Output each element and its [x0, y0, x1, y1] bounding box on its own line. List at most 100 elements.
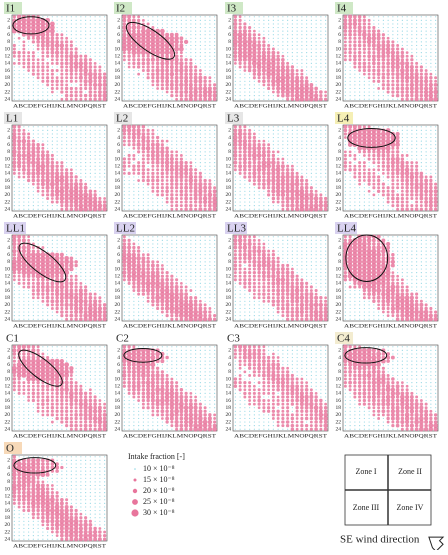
dot: [368, 26, 371, 29]
dot: [137, 58, 140, 61]
dot: [243, 146, 247, 150]
dot: [286, 168, 290, 172]
y-tick-label: 22: [115, 89, 121, 95]
dot: [262, 186, 265, 189]
dot: [254, 191, 255, 192]
dot: [75, 282, 78, 285]
dot: [208, 97, 212, 101]
dot: [199, 90, 203, 94]
dot: [142, 58, 146, 62]
dot: [133, 187, 134, 188]
dot: [306, 63, 307, 64]
dot: [129, 176, 130, 177]
dot: [141, 146, 145, 150]
dot: [137, 150, 140, 153]
dot: [248, 33, 252, 37]
dot: [369, 95, 370, 96]
dot: [80, 48, 81, 49]
dot: [165, 83, 169, 87]
dot: [387, 190, 390, 193]
dot: [369, 166, 370, 167]
dot: [80, 258, 81, 259]
dot: [268, 198, 269, 199]
dot: [306, 166, 307, 167]
dot: [388, 126, 389, 127]
dot: [345, 191, 346, 192]
dot: [350, 63, 351, 64]
dot: [27, 132, 30, 135]
dot: [61, 130, 62, 131]
dot: [146, 69, 150, 73]
dot: [176, 251, 177, 252]
dot: [262, 65, 266, 69]
dot: [186, 133, 187, 134]
dot: [301, 66, 302, 67]
dot: [57, 91, 58, 92]
dot: [90, 31, 91, 32]
dot: [350, 88, 351, 89]
dot: [297, 48, 298, 49]
dot: [184, 207, 188, 211]
zone-label: Zone I: [355, 467, 376, 476]
dot: [180, 282, 183, 285]
dot: [364, 187, 365, 188]
dot: [369, 81, 370, 82]
dot: [410, 79, 414, 83]
dot: [205, 27, 206, 28]
dot: [186, 279, 187, 280]
dot: [233, 22, 237, 26]
dot: [382, 69, 385, 72]
dot: [382, 40, 386, 44]
dot: [362, 32, 367, 37]
dot: [80, 38, 81, 39]
dot: [287, 52, 288, 53]
dot: [372, 47, 375, 50]
dot: [56, 83, 59, 86]
dot: [137, 179, 140, 182]
dot: [46, 150, 49, 153]
dot: [176, 243, 177, 244]
dot: [388, 184, 389, 185]
dot: [235, 81, 236, 82]
dot: [368, 183, 371, 186]
dot: [46, 168, 50, 172]
dot: [402, 148, 403, 149]
dot: [410, 208, 413, 211]
dot: [411, 27, 412, 28]
dot: [396, 150, 399, 153]
dot: [195, 268, 196, 269]
dot: [152, 95, 153, 96]
dot: [350, 176, 351, 177]
y-tick-label: 2: [338, 18, 341, 24]
dot: [320, 133, 321, 134]
dot: [287, 148, 288, 149]
dot: [41, 186, 44, 189]
y-tick-label: 2: [117, 18, 120, 24]
dot: [200, 48, 201, 49]
dot: [350, 66, 351, 67]
dot: [195, 52, 196, 53]
dot: [70, 285, 73, 288]
dot: [51, 69, 54, 72]
dot: [248, 62, 252, 66]
dot: [65, 98, 68, 101]
dot: [190, 41, 191, 42]
dot: [13, 246, 16, 249]
dot: [203, 310, 207, 314]
dot: [175, 54, 179, 58]
dot: [306, 31, 307, 32]
dot: [138, 88, 139, 89]
dot: [372, 80, 375, 83]
dot: [262, 40, 265, 43]
dot: [194, 69, 197, 72]
dot: [320, 151, 321, 152]
dot: [41, 47, 44, 50]
dot: [170, 200, 173, 203]
dot: [212, 203, 216, 207]
dot: [181, 148, 182, 149]
dot: [85, 261, 86, 262]
dot: [161, 161, 165, 165]
dot: [420, 208, 423, 211]
dot: [434, 76, 437, 79]
dot: [402, 144, 403, 145]
